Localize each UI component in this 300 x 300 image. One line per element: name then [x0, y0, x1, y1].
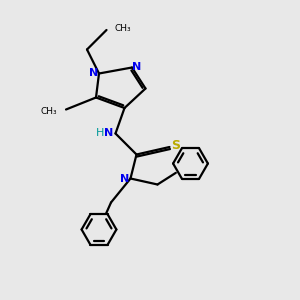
- Text: N: N: [104, 128, 113, 138]
- Text: H: H: [96, 128, 105, 138]
- Text: S: S: [172, 139, 181, 152]
- Text: CH₃: CH₃: [115, 24, 131, 33]
- Text: CH₃: CH₃: [41, 106, 58, 116]
- Text: N: N: [89, 68, 98, 78]
- Text: N: N: [133, 61, 142, 72]
- Text: N: N: [121, 173, 130, 184]
